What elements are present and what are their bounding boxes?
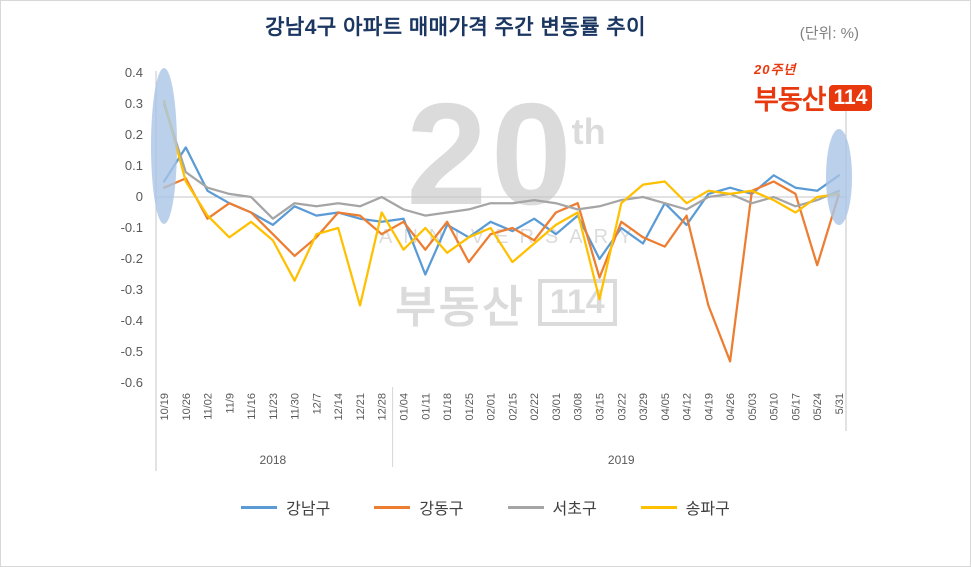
series-line-송파구 [162, 99, 841, 307]
year-label: 2019 [608, 453, 635, 467]
x-tick-label: 12/21 [355, 393, 367, 421]
watermark-brand-row: 부동산 114 [341, 271, 671, 335]
legend-swatch [241, 505, 278, 509]
y-tick-label: 0.4 [125, 65, 143, 80]
y-tick-label: -0.2 [121, 251, 143, 266]
x-tick-label: 02/15 [507, 393, 519, 421]
x-tick-label: 04/12 [682, 393, 694, 421]
y-tick-label: -0.3 [121, 282, 143, 297]
y-tick-label: 0.2 [125, 127, 143, 142]
x-tick-label: 01/11 [420, 393, 432, 420]
x-tick-label: 03/08 [573, 393, 585, 421]
x-tick-label: 10/26 [181, 393, 193, 421]
r114-logo-number: 114 [828, 84, 873, 111]
x-tick-label: 02/01 [486, 393, 498, 421]
x-tick-label: 05/24 [812, 393, 824, 421]
watermark-th: th [571, 111, 606, 152]
x-tick-label: 04/26 [725, 393, 737, 421]
legend-swatch [374, 505, 411, 509]
x-tick-label: 11/9 [224, 393, 236, 414]
x-tick-label: 11/30 [290, 393, 302, 420]
legend-item-서초구: 서초구 [507, 495, 597, 519]
x-tick-label: 03/15 [594, 393, 606, 421]
year-label: 2018 [260, 453, 287, 467]
x-tick-label: 12/28 [377, 393, 389, 421]
y-tick-label: -0.4 [121, 313, 143, 328]
r114-logo: 20주년 부동산 114 [754, 59, 873, 117]
x-tick-label: 5/31 [834, 393, 846, 414]
y-tick-label: -0.6 [121, 375, 143, 390]
x-tick-label: 12/7 [311, 393, 323, 414]
y-tick-label: -0.1 [121, 220, 143, 235]
x-tick-label: 04/05 [660, 393, 672, 421]
x-tick-label: 11/16 [246, 393, 258, 420]
x-tick-label: 11/02 [203, 393, 215, 420]
legend-label: 강남구 [286, 501, 331, 518]
chart-title: 강남4구 아파트 매매가격 주간 변동률 추이 [265, 16, 646, 39]
watermark-brand-number: 114 [537, 279, 617, 327]
series-line-강동구 [162, 177, 841, 363]
r114-logo-row: 부동산 114 [754, 78, 873, 117]
series-line-서초구 [162, 102, 841, 220]
watermark-anniversary-text: ANNIVERSARY [378, 225, 643, 248]
legend-swatch [507, 505, 544, 509]
x-tick-label: 01/25 [464, 393, 476, 421]
x-tick-label: 01/04 [399, 393, 411, 421]
legend-item-강동구: 강동구 [374, 495, 464, 519]
r114-logo-brand: 부동산 [754, 85, 827, 115]
x-tick-label: 05/10 [769, 393, 781, 421]
watermark: 20th ANNIVERSARY 부동산 114 [341, 82, 671, 335]
x-tick-label: 03/01 [551, 393, 563, 421]
y-tick-label: -0.5 [121, 344, 143, 359]
x-tick-label: 11/23 [268, 393, 280, 420]
x-tick-label: 12/14 [333, 393, 345, 421]
legend-swatch [640, 505, 677, 509]
x-tick-label: 02/22 [529, 393, 541, 421]
y-tick-label: 0.1 [125, 158, 143, 173]
x-tick-label: 03/22 [616, 393, 628, 421]
legend-label: 서초구 [552, 501, 597, 518]
watermark-20th: 20th [341, 82, 671, 227]
highlight-ellipse-start [151, 68, 177, 224]
legend-label: 강동구 [419, 501, 464, 518]
r114-logo-anniversary-label: 20주년 [754, 62, 797, 77]
legend-item-송파구: 송파구 [640, 495, 730, 519]
x-tick-label: 05/17 [790, 393, 802, 421]
unit-label: (단위: %) [799, 25, 859, 42]
y-tick-label: 0 [136, 189, 143, 204]
y-tick-label: 0.3 [125, 96, 143, 111]
x-tick-label: 03/29 [638, 393, 650, 421]
series-line-강남구 [162, 146, 841, 276]
x-tick-label: 01/18 [442, 393, 454, 421]
legend-label: 송파구 [685, 501, 730, 518]
legend-item-강남구: 강남구 [241, 495, 330, 519]
x-tick-label: 10/19 [159, 393, 171, 421]
x-tick-label: 05/03 [747, 393, 759, 421]
highlight-ellipse-end [826, 129, 852, 225]
x-tick-label: 04/19 [703, 393, 715, 421]
watermark-brand: 부동산 [395, 282, 526, 332]
legend: 강남구 강동구 서초구 송파구 [1, 495, 970, 519]
